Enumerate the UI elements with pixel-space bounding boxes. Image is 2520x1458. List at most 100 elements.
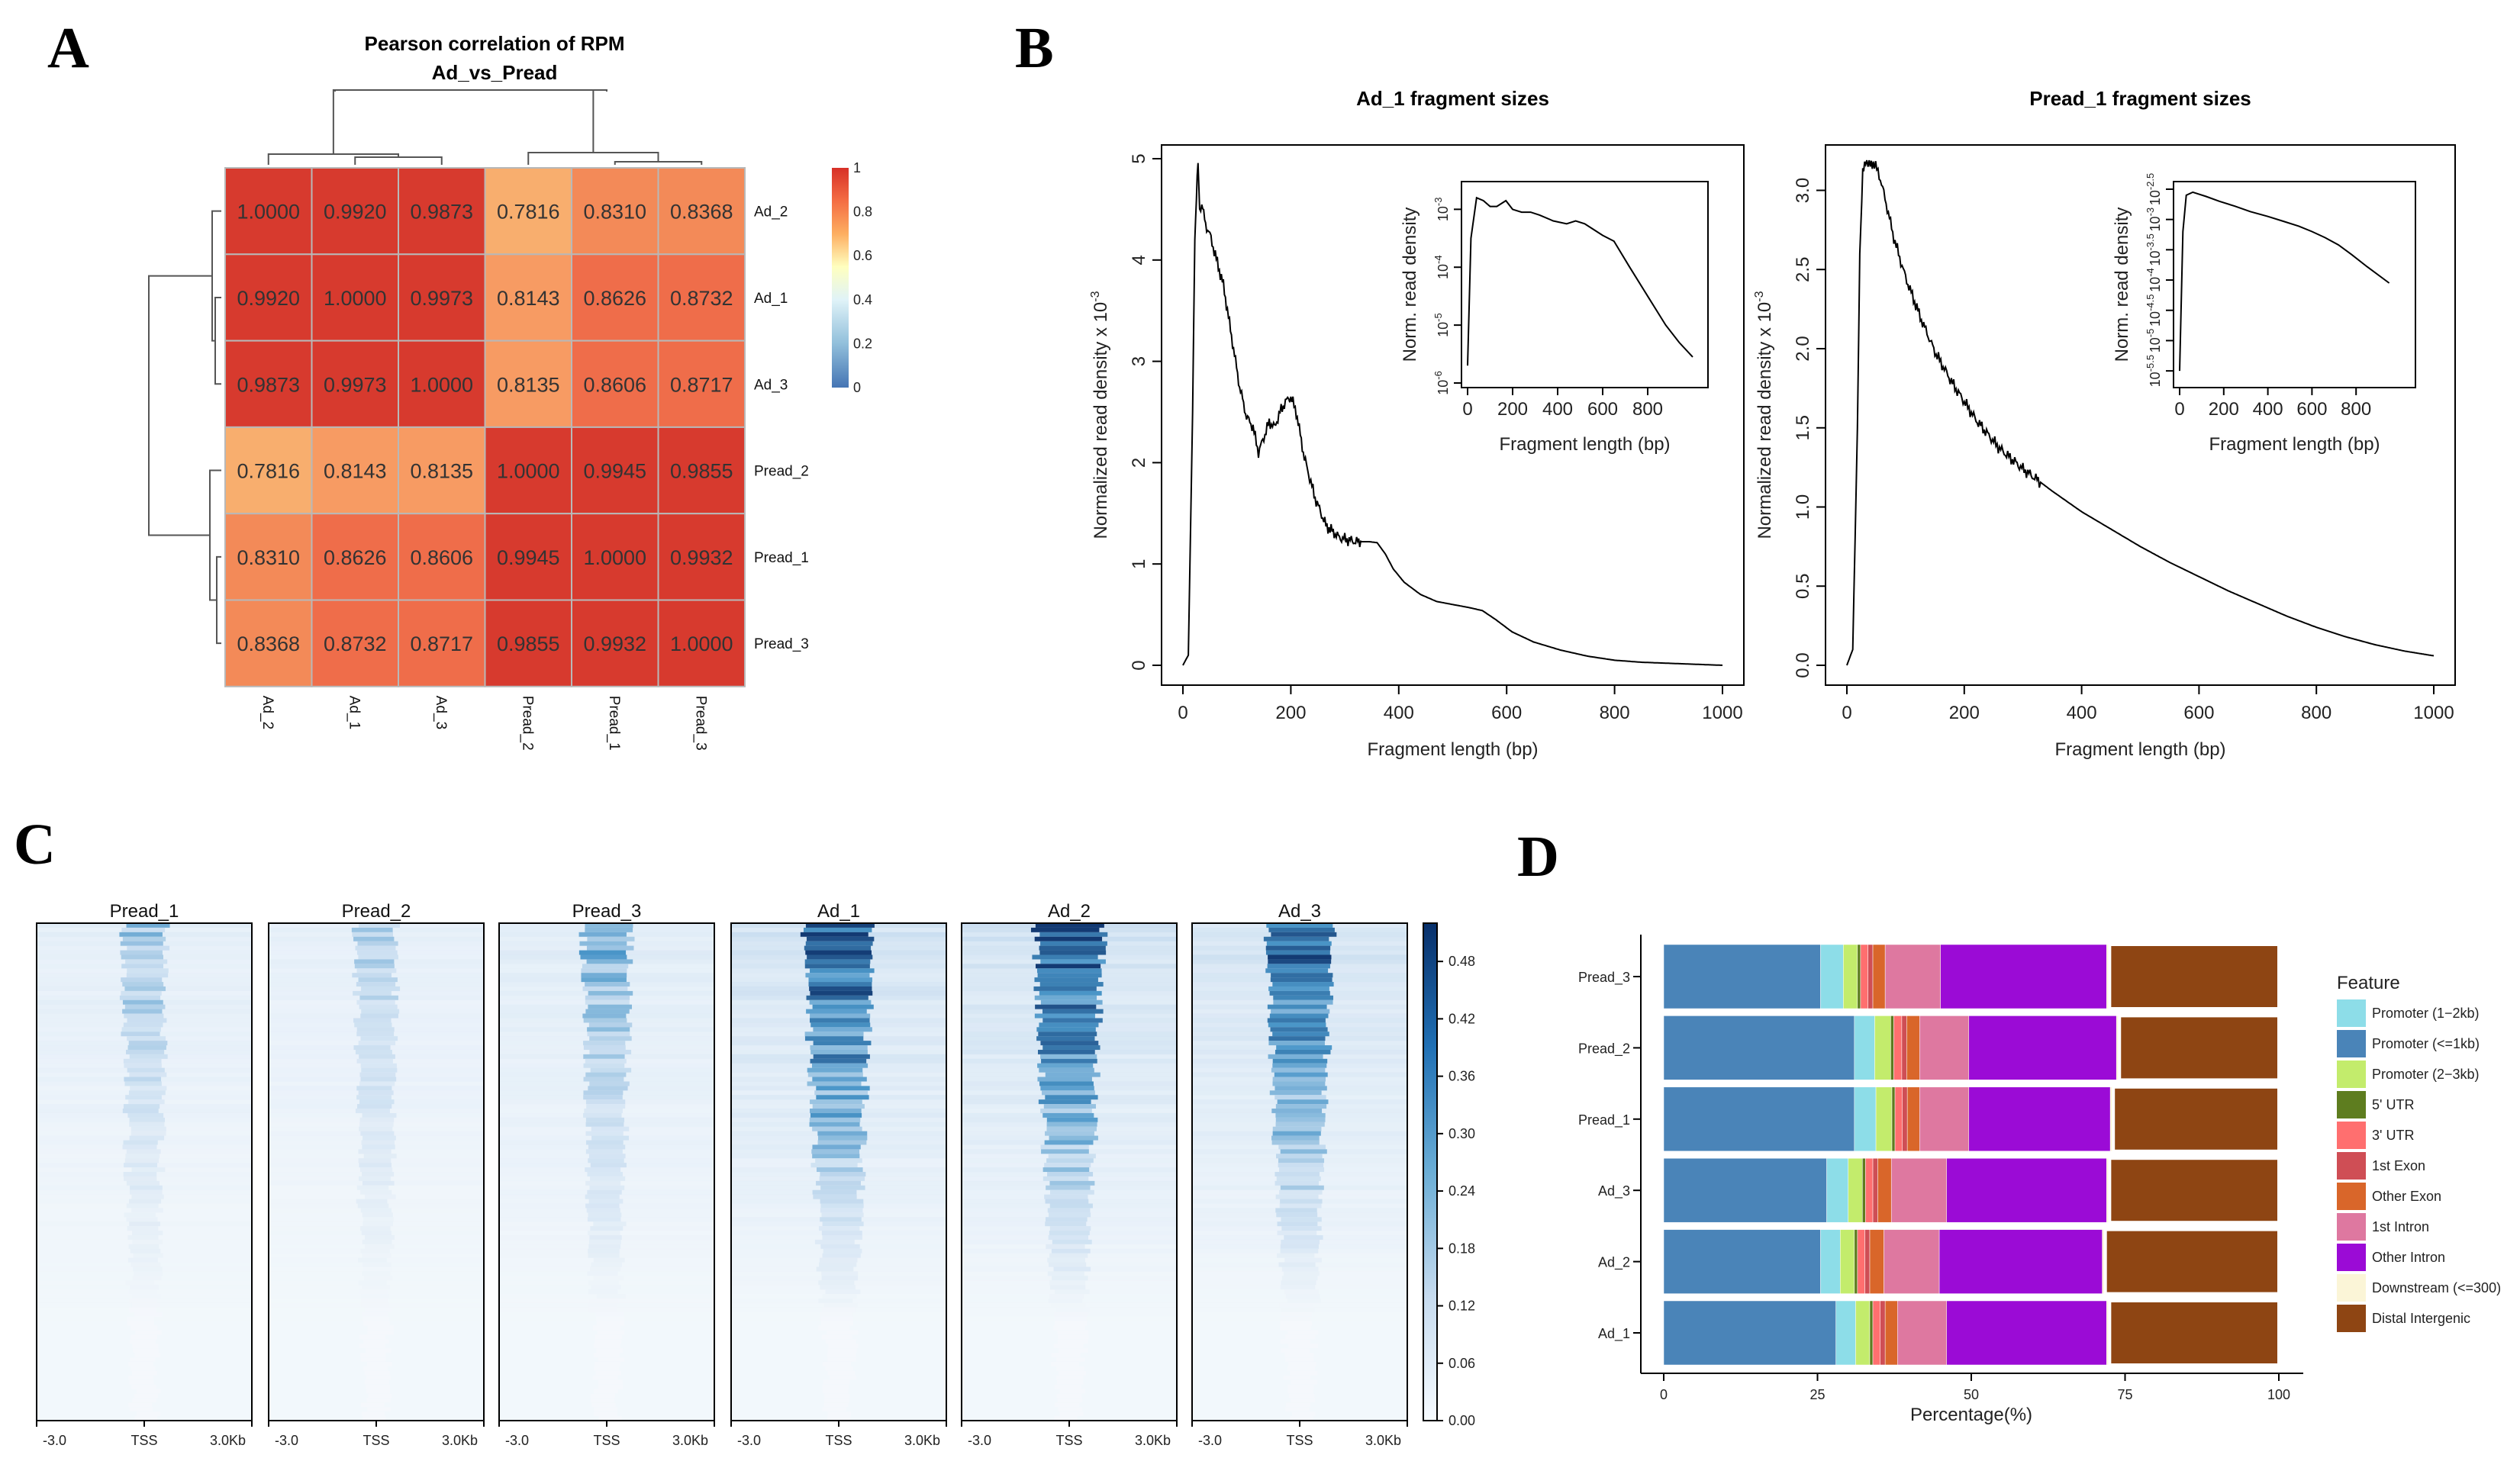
profile-peak: [124, 1013, 164, 1019]
profile-peak: [1034, 995, 1097, 1001]
profile-peak: [1046, 1126, 1097, 1132]
profile-peak: [594, 1366, 620, 1372]
profile-peak: [1034, 977, 1098, 983]
profile-peak: [598, 1416, 622, 1421]
profile-peak: [131, 1302, 160, 1308]
profile-peak: [591, 1402, 616, 1408]
profile-peak: [813, 1054, 870, 1060]
bar-segment: [1867, 944, 1874, 1009]
corr-cell-value: 0.8310: [237, 546, 300, 569]
profile-peak: [124, 1158, 160, 1164]
profile-peak: [1275, 1049, 1331, 1055]
profile-peak: [821, 1212, 864, 1218]
corr-cell-value: 1.0000: [410, 373, 473, 396]
profile-peak: [1050, 1361, 1080, 1367]
bar-segment: [1663, 1086, 1855, 1152]
profile-peak: [586, 1208, 620, 1213]
profile-peak: [813, 1194, 857, 1200]
bar-segment: [2108, 943, 2281, 1010]
profile-peak: [128, 1402, 153, 1408]
x-tick-label: 200: [1275, 703, 1306, 723]
profile-heatmap: [730, 922, 947, 1421]
profile-peak: [1035, 923, 1104, 929]
profile-peak: [820, 1312, 853, 1318]
profile-peak: [1033, 986, 1097, 992]
profile-peak: [1046, 1217, 1088, 1222]
profile-peak: [809, 999, 872, 1006]
bar-segment: [1891, 1086, 1896, 1152]
profile-peak: [131, 1194, 164, 1200]
profile-peak: [813, 1041, 872, 1046]
corr-cell: [571, 599, 659, 687]
profile-peak: [596, 1316, 624, 1322]
profile-peak: [1287, 1366, 1316, 1372]
profile-peak: [359, 995, 398, 1001]
profile-peak: [358, 1280, 387, 1286]
profile-peak: [1047, 1208, 1091, 1213]
profile-peak: [1271, 1067, 1326, 1073]
profile-peak: [1048, 1298, 1083, 1304]
corr-colorbar-tick: 0: [853, 380, 861, 395]
profile-peak: [1040, 941, 1107, 947]
profile-peak: [1279, 1325, 1311, 1331]
corr-cell: [657, 513, 746, 601]
profile-peak: [816, 1095, 869, 1100]
profile-peak: [364, 1379, 389, 1386]
profile-peak: [1035, 964, 1101, 969]
legend-swatch: [2337, 1030, 2366, 1057]
profile-peak: [360, 1063, 397, 1069]
profile-peak: [586, 945, 634, 951]
profile-peak: [1057, 1330, 1089, 1335]
profile-peak: [1049, 1189, 1094, 1196]
profile-sample-title: Pread_3: [572, 901, 642, 922]
profile-peak: [589, 1234, 622, 1241]
profile-sample-title: Ad_3: [1278, 901, 1321, 922]
profile-peak: [1056, 1375, 1084, 1381]
profile-peak: [588, 1022, 633, 1028]
profile-peak: [130, 1357, 156, 1363]
legend-label: Promoter (2−3kb): [2372, 1067, 2480, 1082]
profile-peak: [1058, 1334, 1089, 1340]
profile-peak: [132, 1398, 156, 1403]
profile-heatmap: [961, 922, 1178, 1421]
corr-cell: [484, 340, 572, 428]
profile-peak: [1275, 1172, 1320, 1177]
bar-segment: [1663, 944, 1821, 1009]
profile-peak: [358, 977, 398, 983]
profile-peak: [361, 1067, 398, 1073]
profile-peak: [579, 941, 627, 947]
profile-peak: [359, 1004, 398, 1010]
profile-peak: [1278, 1163, 1324, 1168]
profile-peak: [1044, 1140, 1094, 1145]
profile-peak: [807, 1067, 863, 1073]
profile-peak: [130, 1189, 163, 1196]
bar-segment: [1848, 1157, 1863, 1223]
profile-peak: [804, 959, 871, 964]
corr-cell-value: 1.0000: [497, 460, 560, 483]
x-tick-label: 25: [1809, 1387, 1825, 1402]
profile-peak: [578, 950, 627, 955]
profile-peak: [132, 1231, 163, 1236]
profile-peak: [1268, 986, 1329, 992]
x-axis-label: Percentage(%): [1910, 1405, 2032, 1425]
profile-peak: [359, 1289, 388, 1295]
profile-peak: [1048, 1234, 1088, 1241]
profile-peak: [131, 1131, 166, 1137]
bar-segment: [1663, 1015, 1855, 1080]
bar-segment: [1663, 1157, 1827, 1223]
profile-peak: [805, 950, 872, 955]
profile-colorbar: [1423, 922, 1438, 1421]
profile-peak: [363, 1154, 397, 1159]
profile-peak: [1046, 1122, 1097, 1128]
profile-peak: [585, 1180, 621, 1186]
profile-tick-label: TSS: [1055, 1433, 1082, 1448]
profile-peak: [131, 1384, 156, 1390]
profile-peak: [133, 1348, 160, 1353]
profile-peak: [1037, 1077, 1092, 1082]
y-tick-label: 4: [1129, 255, 1149, 265]
profile-peak: [1040, 1041, 1099, 1046]
correlation-heatmap-panel: Pearson correlation of RPM Ad_vs_Pread 1…: [148, 32, 872, 751]
bar-segment: [1968, 1015, 2117, 1080]
profile-peak: [1034, 936, 1103, 942]
corr-cell-value: 0.8717: [410, 632, 473, 655]
